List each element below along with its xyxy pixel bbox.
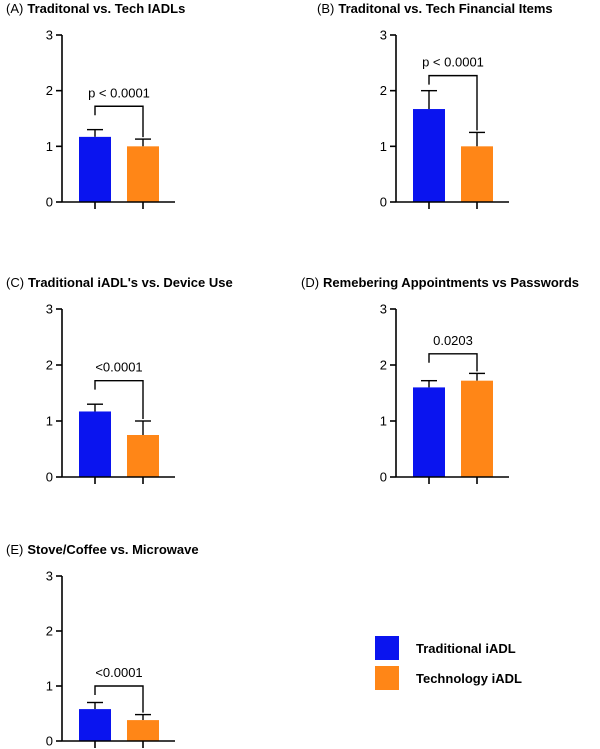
significance-label: <0.0001 xyxy=(95,665,142,680)
y-tick-label: 2 xyxy=(46,358,53,373)
panel-label: (C) xyxy=(6,275,24,290)
y-tick-label: 0 xyxy=(46,195,53,210)
panel-title: (E) Stove/Coffee vs. Microwave xyxy=(6,542,199,557)
panel-title: (A) Traditonal vs. Tech IADLs xyxy=(6,1,185,16)
bar-traditional xyxy=(413,109,445,202)
significance-bracket xyxy=(94,685,144,713)
y-tick-label: 2 xyxy=(46,624,53,639)
panel-label: (B) xyxy=(317,1,334,16)
panel-title-text: Traditonal vs. Tech Financial Items xyxy=(338,1,552,16)
panel-title-text: Traditonal vs. Tech IADLs xyxy=(27,1,185,16)
bar-technology xyxy=(461,380,493,477)
y-tick-label: 1 xyxy=(380,139,387,154)
y-tick-label: 2 xyxy=(380,83,387,98)
significance-label: <0.0001 xyxy=(95,360,142,375)
y-tick-label: 3 xyxy=(46,569,53,584)
y-tick-label: 1 xyxy=(380,414,387,429)
bar-traditional xyxy=(79,136,111,202)
panel-title-text: Traditional iADL's vs. Device Use xyxy=(28,275,233,290)
significance-bracket xyxy=(428,353,478,372)
chart-panel-b: (B) Traditonal vs. Tech Financial Items 0 1… xyxy=(317,1,553,210)
y-tick-label: 3 xyxy=(380,28,387,43)
y-tick-label: 0 xyxy=(380,470,387,485)
bar-traditional xyxy=(413,387,445,477)
panel-label: (A) xyxy=(6,1,23,16)
chart-panel-e: (E) Stove/Coffee vs. Microwave 0 1 2 3 <0.0001 xyxy=(6,542,199,749)
legend-label: Technology iADL xyxy=(416,671,522,686)
bar-technology xyxy=(127,146,159,202)
y-tick-label: 1 xyxy=(46,139,53,154)
chart-panel-a: (A) Traditonal vs. Tech IADLs 0 1 2 3 p < 0.00… xyxy=(6,1,185,210)
y-tick-label: 0 xyxy=(46,470,53,485)
bar-traditional xyxy=(79,709,111,741)
chart-panel-d: (D) Remebering Appointments vs Passwords 0… xyxy=(301,275,579,485)
y-tick-label: 3 xyxy=(380,302,387,317)
bar-technology xyxy=(127,720,159,741)
significance-bracket xyxy=(94,379,144,419)
panel-title: (C) Traditional iADL's vs. Device Use xyxy=(6,275,233,290)
bar-technology xyxy=(461,146,493,202)
y-tick-label: 3 xyxy=(46,302,53,317)
significance-bracket xyxy=(94,105,144,138)
significance-label: p < 0.0001 xyxy=(88,85,150,100)
y-tick-label: 2 xyxy=(46,83,53,98)
bar-traditional xyxy=(79,411,111,477)
legend-swatch-technology xyxy=(375,666,399,690)
panel-label: (E) xyxy=(6,542,23,557)
legend-label: Traditional iADL xyxy=(416,641,516,656)
panel-title-text: Remebering Appointments vs Passwords xyxy=(323,275,579,290)
y-tick-label: 3 xyxy=(46,28,53,43)
panel-title: (B) Traditonal vs. Tech Financial Items xyxy=(317,1,553,16)
legend: Traditional iADL Technology iADL xyxy=(375,636,522,690)
panel-title-text: Stove/Coffee vs. Microwave xyxy=(27,542,198,557)
y-tick-label: 0 xyxy=(380,195,387,210)
bar-technology xyxy=(127,435,159,477)
y-tick-label: 0 xyxy=(46,734,53,749)
y-tick-label: 2 xyxy=(380,358,387,373)
significance-label: p < 0.0001 xyxy=(422,55,484,70)
panel-title: (D) Remebering Appointments vs Passwords xyxy=(301,275,579,290)
panel-label: (D) xyxy=(301,275,319,290)
significance-label: 0.0203 xyxy=(433,333,473,348)
significance-bracket xyxy=(428,74,478,131)
y-tick-label: 1 xyxy=(46,679,53,694)
legend-swatch-traditional xyxy=(375,636,399,660)
chart-panel-c: (C) Traditional iADL's vs. Device Use 0 1 2 3… xyxy=(6,275,233,485)
y-tick-label: 1 xyxy=(46,414,53,429)
